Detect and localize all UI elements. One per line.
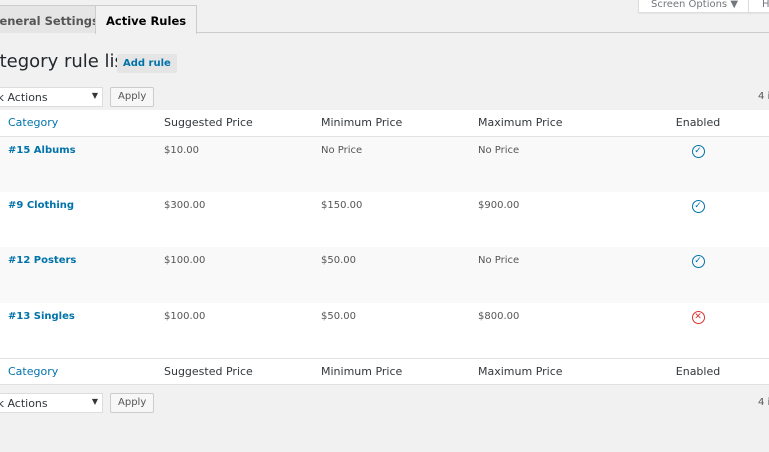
col-minimum-price: Minimum Price — [313, 110, 470, 137]
category-link[interactable]: #9 Clothing — [8, 199, 75, 211]
maximum-price: $900.00 — [478, 199, 520, 211]
col-category-footer[interactable]: Category — [0, 357, 156, 384]
screen-options-button[interactable]: Screen Options ▼ — [638, 0, 752, 13]
tab-divider — [0, 32, 769, 33]
maximum-price: No Price — [478, 255, 520, 266]
col-maximum-price-footer: Maximum Price — [470, 357, 650, 384]
suggested-price: $300.00 — [164, 199, 206, 211]
tab-active-rules[interactable]: Active Rules — [95, 5, 198, 34]
suggested-price: $100.00 — [164, 255, 206, 266]
maximum-price: No Price — [478, 144, 520, 156]
dropdown-arrow-icon: ▼ — [91, 91, 98, 100]
table-row: #15 Albums $10.00 No Price No Price ✓ — [0, 136, 769, 192]
help-button[interactable]: Help — [748, 0, 769, 13]
minimum-price: $50.00 — [321, 310, 356, 322]
bulk-actions-select-top[interactable]: Bulk Actions ▼ — [0, 87, 103, 107]
col-suggested-price-footer: Suggested Price — [156, 357, 313, 384]
col-category[interactable]: Category — [0, 110, 156, 137]
col-maximum-price: Maximum Price — [470, 110, 650, 137]
col-enabled: Enabled — [650, 110, 746, 137]
suggested-price: $100.00 — [164, 310, 206, 322]
col-enabled-footer: Enabled — [650, 357, 746, 384]
bulk-actions-value: Bulk Actions — [0, 397, 48, 410]
apply-button-top[interactable]: Apply — [110, 87, 155, 107]
bulk-actions-select-bottom[interactable]: Bulk Actions ▼ — [0, 393, 103, 413]
apply-button-bottom[interactable]: Apply — [110, 393, 155, 413]
check-circle-icon: ✓ — [691, 144, 705, 158]
maximum-price: $800.00 — [478, 310, 520, 322]
page-title: Category rule list — [0, 51, 131, 72]
minimum-price: $150.00 — [321, 199, 363, 211]
col-minimum-price-footer: Minimum Price — [313, 357, 470, 384]
minimum-price: $50.00 — [321, 255, 356, 266]
col-suggested-price: Suggested Price — [156, 110, 313, 137]
item-count-top: 4 items — [758, 91, 769, 102]
check-circle-icon: ✓ — [691, 255, 705, 268]
category-link[interactable]: #15 Albums — [8, 144, 76, 156]
category-link[interactable]: #13 Singles — [8, 310, 75, 322]
rules-table: Category Suggested Price Minimum Price M… — [0, 110, 769, 385]
dropdown-arrow-icon: ▼ — [91, 397, 98, 406]
table-row: #9 Clothing $300.00 $150.00 $900.00 ✓ — [0, 192, 769, 248]
item-count-bottom: 4 items — [758, 397, 769, 408]
bulk-actions-value: Bulk Actions — [0, 91, 48, 104]
minimum-price: No Price — [321, 144, 363, 156]
check-circle-icon: ✓ — [691, 199, 705, 213]
table-row: #12 Posters $100.00 $50.00 No Price ✓ — [0, 247, 769, 303]
table-row: #13 Singles $100.00 $50.00 $800.00 ✕ — [0, 303, 769, 359]
x-circle-icon: ✕ — [691, 310, 705, 324]
suggested-price: $10.00 — [164, 144, 199, 156]
add-rule-button[interactable]: Add rule — [117, 54, 177, 73]
category-link[interactable]: #12 Posters — [8, 255, 77, 266]
tab-general-settings[interactable]: General Settings — [0, 5, 110, 33]
